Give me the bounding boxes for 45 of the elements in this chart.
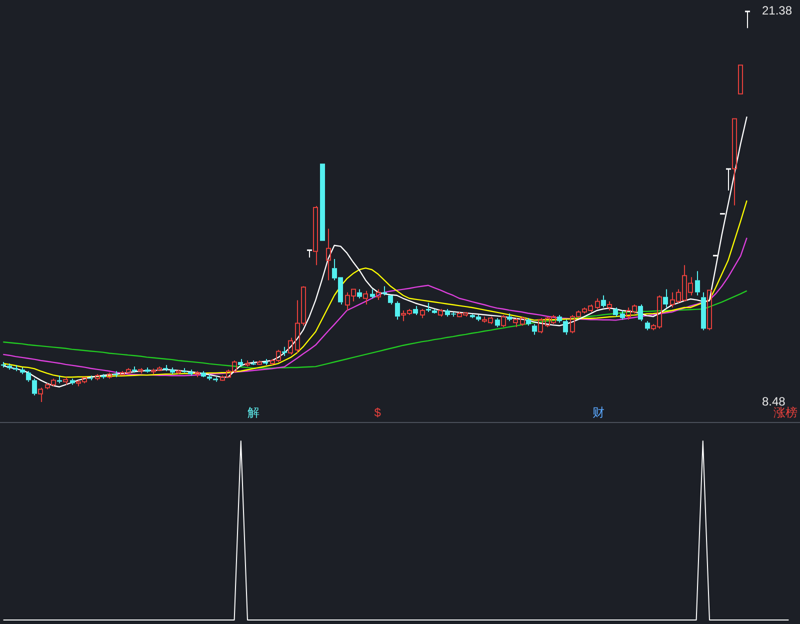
candlestick [432, 308, 437, 313]
candlestick [363, 290, 368, 305]
candlestick [213, 376, 218, 380]
candlestick [745, 10, 750, 29]
candlestick [613, 306, 618, 318]
candlestick [638, 304, 643, 322]
text: 解 [248, 405, 260, 420]
candlestick [726, 168, 731, 192]
candlestick [413, 305, 418, 316]
candlestick [20, 366, 25, 373]
candlestick [388, 295, 393, 305]
candlestick [313, 205, 318, 266]
candlestick [395, 300, 400, 320]
text: $ [374, 405, 382, 420]
candlestick [557, 314, 562, 324]
candlestick [170, 366, 175, 373]
candlestick [732, 118, 737, 206]
candlestick [251, 360, 256, 365]
candlestick [107, 372, 112, 378]
candlestick [695, 270, 700, 296]
candlestick [101, 374, 106, 378]
text: 涨榜 [774, 405, 798, 420]
candlestick [620, 310, 625, 320]
candlestick [201, 370, 206, 377]
candlestick [7, 363, 12, 368]
candlestick [526, 318, 531, 326]
candlestick [95, 374, 100, 380]
y-tick-label: 21.38 [762, 4, 792, 18]
candlestick [532, 324, 537, 336]
candlestick [357, 288, 362, 299]
candlestick [145, 366, 150, 372]
candlestick [26, 370, 31, 382]
candlestick [701, 292, 706, 331]
candlestick [495, 318, 500, 328]
candlestick [326, 228, 331, 281]
candlestick [88, 375, 93, 379]
candlestick [70, 378, 75, 384]
candlestick [176, 369, 181, 374]
text: 财 [592, 405, 604, 420]
candlestick [38, 387, 43, 402]
candlestick [601, 294, 606, 308]
candlestick [207, 374, 212, 379]
candlestick [645, 320, 650, 331]
candlestick [663, 288, 668, 308]
candlestick [32, 378, 37, 396]
